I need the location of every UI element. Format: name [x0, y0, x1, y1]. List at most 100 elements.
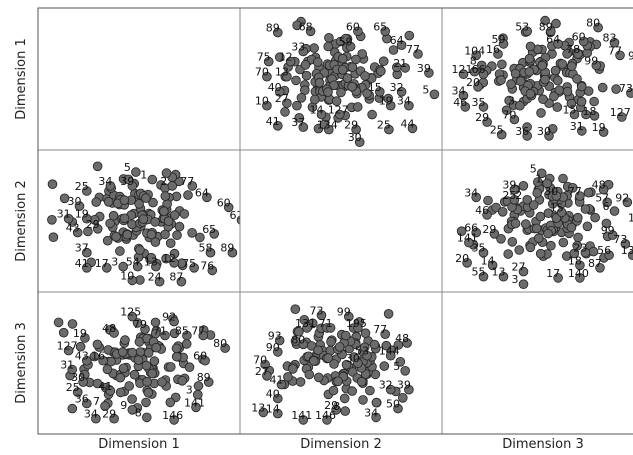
data-point-30	[78, 377, 88, 387]
point-label-14: 14	[310, 104, 324, 117]
data-point-89	[203, 377, 214, 387]
data-point-99	[343, 311, 354, 322]
data-point	[177, 375, 188, 386]
data-point-73	[316, 310, 327, 321]
point-label-73: 73	[613, 233, 627, 246]
data-point	[524, 67, 535, 77]
data-point	[601, 218, 612, 229]
data-point-18	[589, 111, 600, 121]
point-label-60: 60	[572, 30, 586, 43]
point-label-21: 21	[393, 57, 407, 70]
data-point	[166, 362, 176, 372]
data-point	[92, 378, 103, 389]
data-point-13	[258, 407, 269, 418]
data-point	[376, 66, 386, 76]
point-label-34: 34	[464, 186, 478, 199]
data-point-41	[272, 121, 283, 131]
data-point	[347, 386, 358, 396]
data-point-66	[471, 227, 482, 238]
point-label-19: 19	[73, 327, 87, 340]
data-point	[496, 75, 506, 85]
data-point-141	[464, 237, 474, 248]
data-point	[165, 397, 176, 408]
point-label-125: 125	[120, 306, 141, 319]
point-label-60: 60	[217, 196, 231, 209]
point-label-17: 17	[546, 267, 560, 280]
point-label-25: 25	[490, 124, 504, 137]
point-label-77: 77	[373, 323, 387, 336]
point-label-36: 36	[515, 125, 529, 138]
data-point-46	[482, 210, 492, 220]
data-point-31	[576, 126, 587, 136]
point-label-30: 30	[544, 185, 558, 198]
data-point	[357, 49, 368, 59]
data-point	[295, 377, 306, 387]
panel-marks: 5389805964608310416787792899121661252034…	[452, 15, 633, 141]
point-label-5: 5	[124, 161, 131, 174]
data-point-104	[471, 50, 482, 61]
data-point	[150, 217, 160, 227]
point-label-146: 146	[315, 409, 336, 422]
data-point	[83, 226, 93, 237]
data-point	[339, 393, 350, 404]
data-point	[138, 214, 149, 224]
point-label-29: 29	[86, 218, 100, 231]
data-point	[324, 32, 334, 43]
data-point	[525, 89, 536, 99]
data-point-127	[616, 112, 627, 122]
data-point	[566, 222, 577, 233]
data-point	[347, 81, 357, 92]
data-point	[134, 199, 144, 209]
data-point	[323, 353, 334, 363]
point-label-34: 34	[397, 95, 411, 108]
data-point	[397, 392, 408, 403]
data-point-134	[323, 124, 334, 135]
point-label-141: 141	[184, 396, 205, 409]
data-point	[520, 219, 531, 229]
data-point-32	[385, 384, 396, 395]
panel-marks: 5139483425230775792461561256629991417335…	[455, 162, 633, 290]
data-point	[187, 228, 197, 238]
data-point	[525, 242, 536, 253]
point-label-17: 17	[95, 257, 109, 270]
data-point-6	[609, 206, 620, 216]
data-point	[160, 191, 171, 201]
data-point-15	[374, 87, 385, 97]
data-point-19	[80, 333, 90, 343]
data-point	[141, 360, 152, 371]
data-point-34	[458, 90, 469, 101]
data-point	[118, 363, 129, 374]
point-label-27: 27	[255, 365, 269, 378]
data-point	[148, 197, 158, 208]
data-point	[323, 41, 334, 52]
data-point	[535, 248, 546, 259]
data-point-78	[573, 49, 583, 59]
point-label-1: 1	[535, 172, 542, 185]
data-point	[469, 66, 480, 77]
data-point-20	[473, 82, 483, 92]
data-point	[75, 341, 86, 352]
data-point	[124, 381, 134, 391]
data-point	[313, 345, 323, 356]
data-point	[115, 387, 126, 398]
data-point	[379, 361, 390, 371]
point-label-14: 14	[481, 254, 495, 267]
point-label-7: 7	[93, 395, 100, 408]
data-point	[352, 102, 363, 112]
data-point	[550, 65, 561, 76]
data-point-35	[478, 247, 489, 258]
data-point-83	[609, 37, 620, 48]
data-point	[120, 335, 130, 345]
point-label-20: 20	[455, 252, 469, 265]
data-point	[583, 187, 594, 198]
point-label-41: 41	[98, 380, 112, 393]
data-point-43	[72, 227, 83, 238]
data-point	[566, 98, 577, 109]
point-label-34: 34	[98, 175, 112, 188]
data-point-64	[396, 40, 407, 50]
point-label-75: 75	[182, 257, 196, 270]
point-label-73: 73	[310, 304, 324, 317]
data-point	[274, 52, 285, 62]
point-label-33: 33	[291, 41, 305, 54]
